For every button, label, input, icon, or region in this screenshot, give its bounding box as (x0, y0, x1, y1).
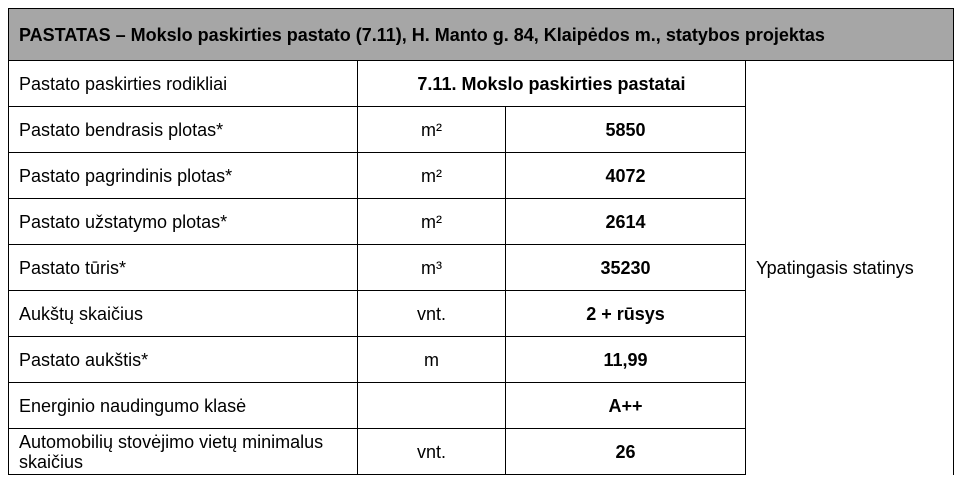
table-row: Aukštų skaičius vnt. 2 + rūsys (8, 290, 954, 337)
table-row: Pastato pagrindinis plotas* m² 4072 (8, 152, 954, 199)
row-unit: vnt. (357, 290, 506, 337)
table-row: Automobilių stovėjimo vietų minimalus sk… (8, 428, 954, 475)
row-label: Aukštų skaičius (8, 290, 358, 337)
row-unit: vnt. (357, 428, 506, 475)
row-unit: m (357, 336, 506, 383)
table-row: Pastato bendrasis plotas* m² 5850 (8, 106, 954, 153)
row-label: Pastato bendrasis plotas* (8, 106, 358, 153)
row-value: 26 (505, 428, 746, 475)
row-label: Pastato paskirties rodikliai (8, 60, 358, 107)
side-note: Ypatingasis statinys (745, 60, 954, 475)
row-value: 7.11. Mokslo paskirties pastatai (357, 60, 746, 107)
row-label: Pastato užstatymo plotas* (8, 198, 358, 245)
row-unit (357, 382, 506, 429)
project-table: PASTATAS – Mokslo paskirties pastato (7.… (8, 8, 954, 475)
header-row: PASTATAS – Mokslo paskirties pastato (7.… (8, 8, 954, 61)
row-unit: m² (357, 106, 506, 153)
table-row: Pastato užstatymo plotas* m² 2614 (8, 198, 954, 245)
row-value: 5850 (505, 106, 746, 153)
header-title: PASTATAS – Mokslo paskirties pastato (7.… (8, 8, 954, 61)
row-unit: m² (357, 198, 506, 245)
row-value: 4072 (505, 152, 746, 199)
row-label: Pastato pagrindinis plotas* (8, 152, 358, 199)
row-label: Pastato aukštis* (8, 336, 358, 383)
row-value: 11,99 (505, 336, 746, 383)
row-label: Energinio naudingumo klasė (8, 382, 358, 429)
row-value: 2614 (505, 198, 746, 245)
row-label: Automobilių stovėjimo vietų minimalus sk… (8, 428, 358, 475)
table-row: Pastato tūris* m³ 35230 (8, 244, 954, 291)
row-label: Pastato tūris* (8, 244, 358, 291)
table-row: Pastato aukštis* m 11,99 (8, 336, 954, 383)
row-value: A++ (505, 382, 746, 429)
row-unit: m² (357, 152, 506, 199)
row-value: 35230 (505, 244, 746, 291)
row-unit: m³ (357, 244, 506, 291)
table-row: Pastato paskirties rodikliai 7.11. Mokslo… (8, 60, 954, 475)
row-value: 2 + rūsys (505, 290, 746, 337)
